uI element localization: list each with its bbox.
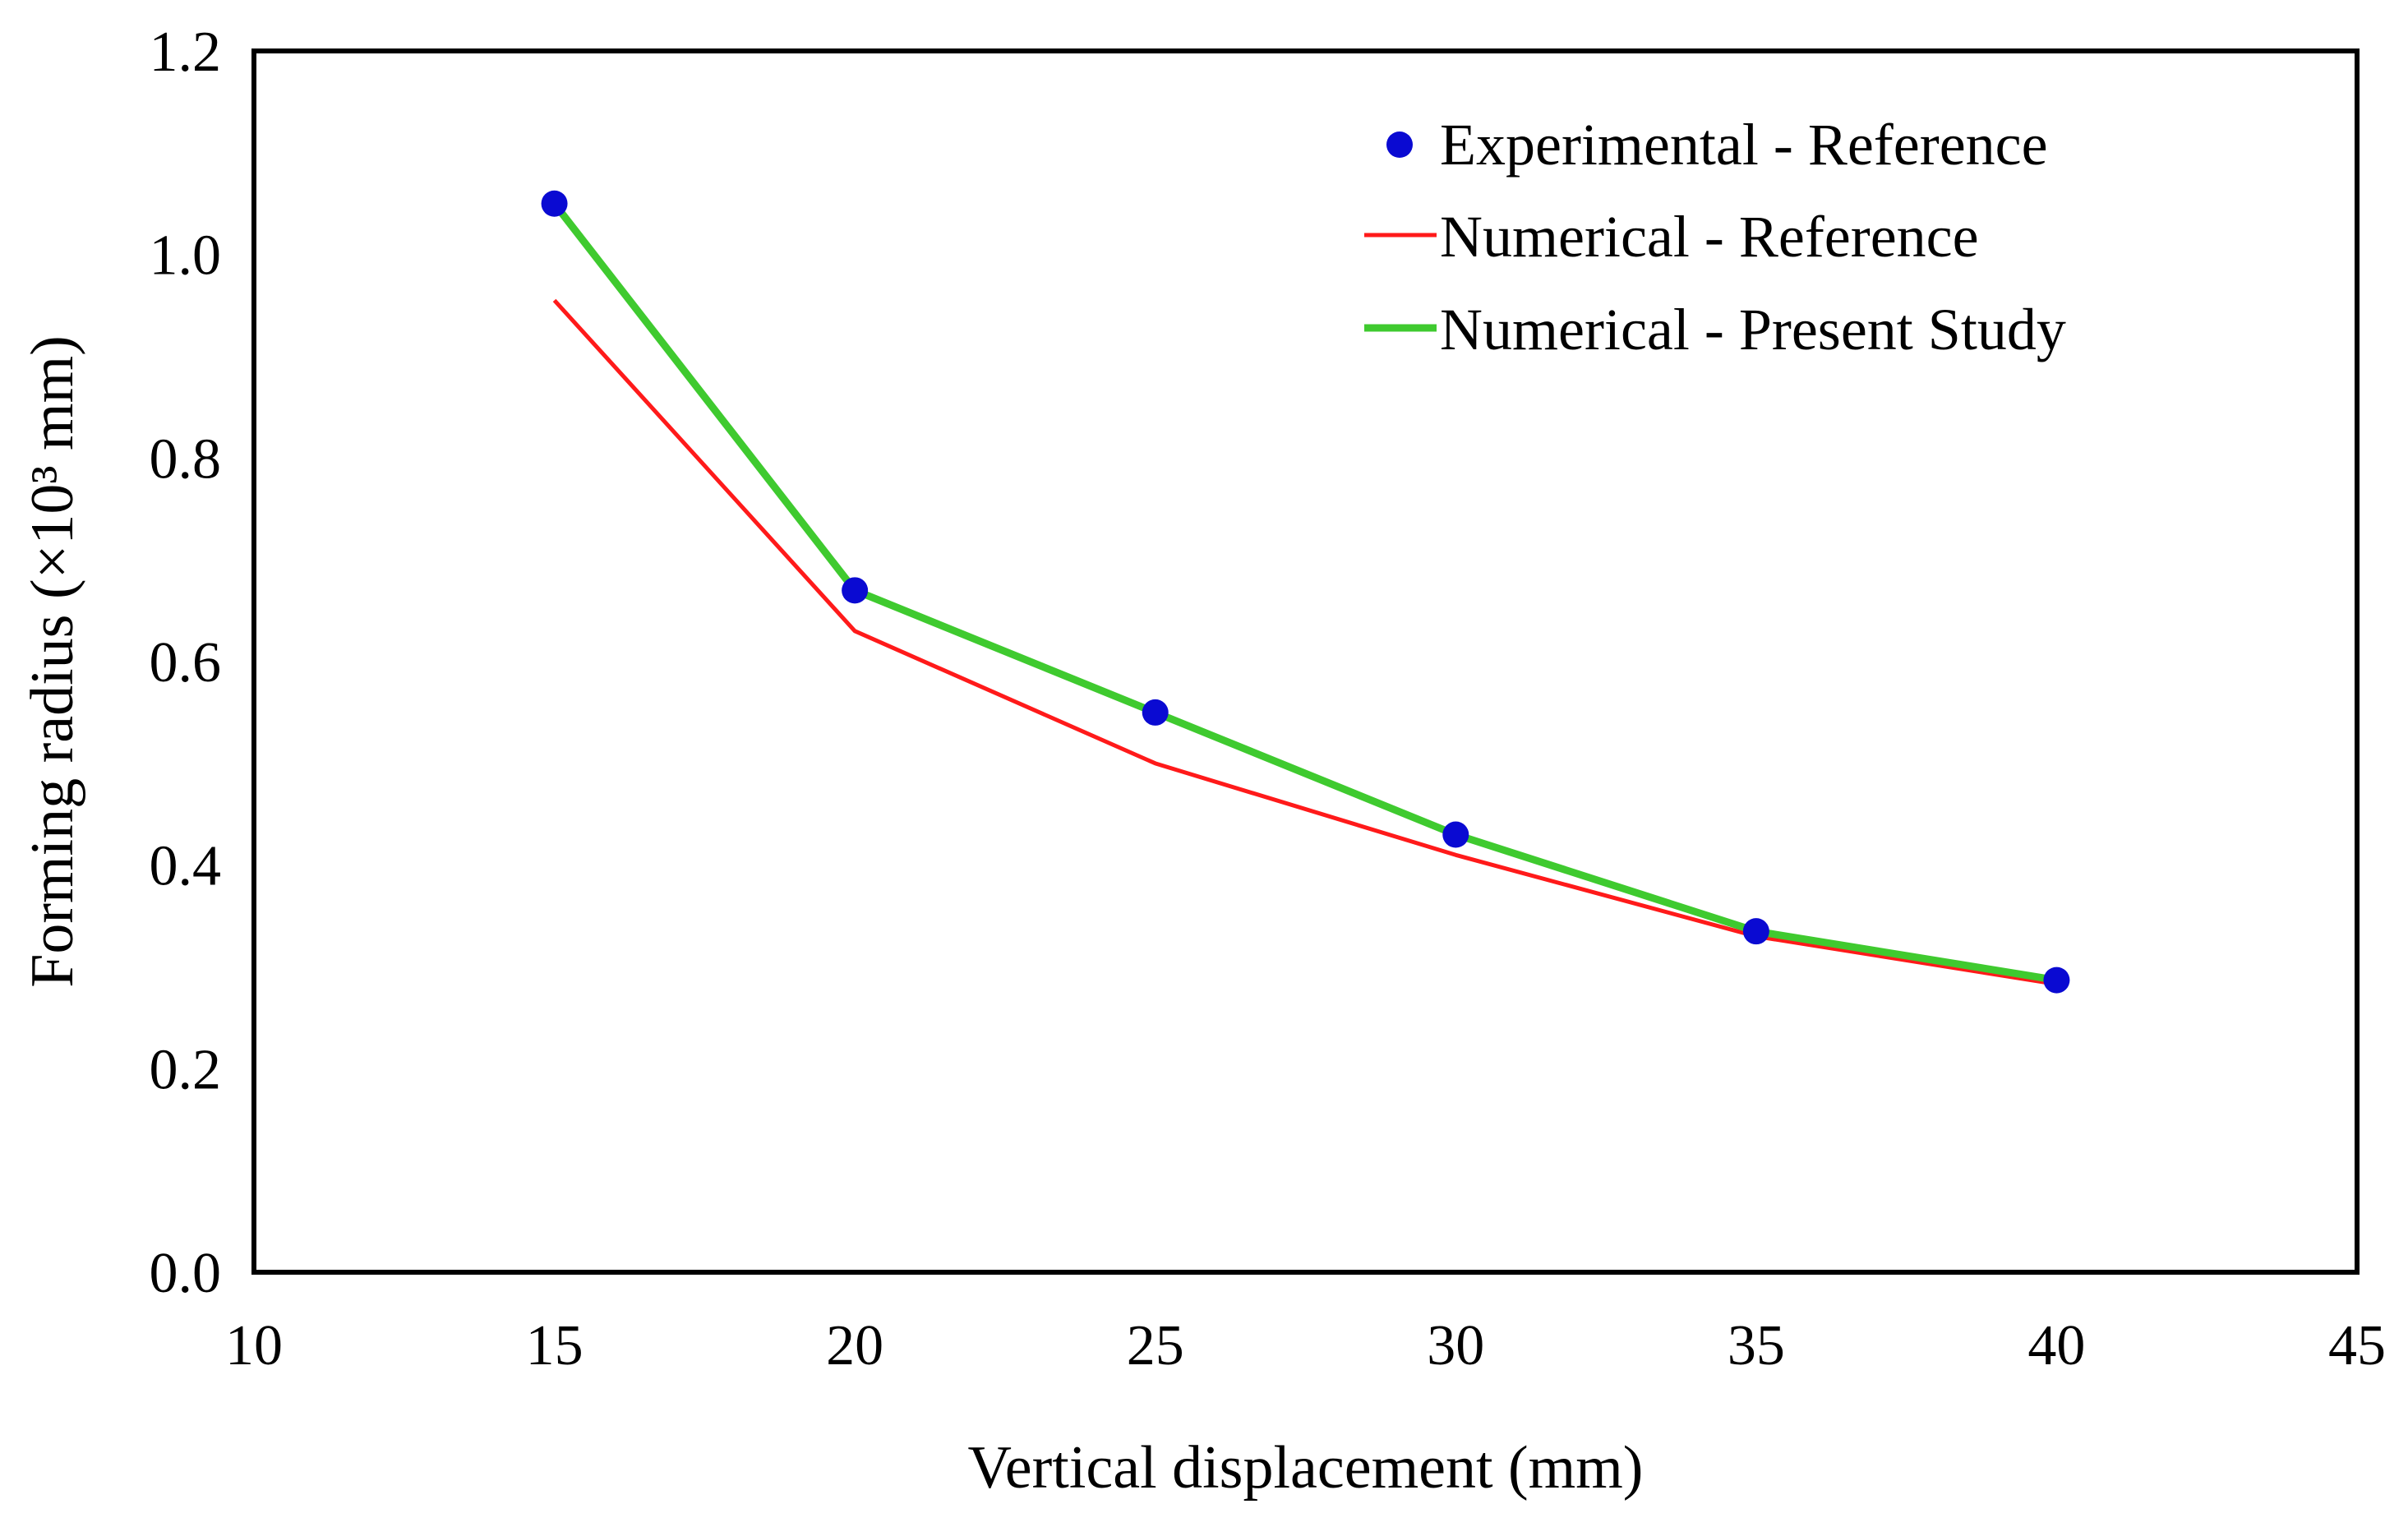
x-tick-label: 15 xyxy=(526,1314,584,1377)
y-tick-label: 0.8 xyxy=(150,427,222,491)
y-tick-label: 1.0 xyxy=(150,224,222,288)
x-axis-ticks: 10 15 20 25 30 35 40 45 xyxy=(225,1314,2386,1377)
legend-label: Experimental - Reference xyxy=(1440,112,2048,178)
x-tick-label: 10 xyxy=(225,1314,283,1377)
series-line xyxy=(551,201,2058,985)
data-point xyxy=(1142,699,1169,726)
legend-label: Numerical - Present Study xyxy=(1440,297,2066,362)
data-point xyxy=(842,577,869,604)
y-tick-label: 0.4 xyxy=(150,835,222,898)
x-tick-label: 25 xyxy=(1127,1314,1184,1377)
y-tick-label: 0.2 xyxy=(150,1038,222,1101)
data-point xyxy=(1742,918,1769,945)
series-experimental-reference xyxy=(541,190,2070,994)
legend-marker xyxy=(1386,131,1413,158)
legend-item: Numerical - Present Study xyxy=(1364,297,2066,362)
y-axis-title: Forming radius (×10³ mm) xyxy=(19,335,86,988)
legend: Experimental - Reference Numerical - Refe… xyxy=(1364,112,2066,362)
x-tick-label: 30 xyxy=(1427,1314,1484,1377)
y-tick-label: 0.6 xyxy=(150,631,222,694)
series-layer xyxy=(541,190,2070,994)
x-axis-title: Vertical displacement (mm) xyxy=(968,1434,1644,1502)
series-numerical-present-study xyxy=(551,201,2058,985)
series-line xyxy=(552,298,2057,987)
data-point xyxy=(541,190,568,217)
y-tick-label: 0.0 xyxy=(150,1242,222,1305)
series-numerical-reference xyxy=(552,298,2057,987)
legend-item: Experimental - Reference xyxy=(1386,112,2048,178)
y-axis-ticks: 0.0 0.2 0.4 0.6 0.8 1.0 1.2 xyxy=(150,21,222,1305)
x-tick-label: 20 xyxy=(826,1314,883,1377)
legend-item: Numerical - Reference xyxy=(1364,204,1979,270)
x-tick-label: 35 xyxy=(1728,1314,1785,1377)
y-tick-label: 1.2 xyxy=(150,21,222,84)
data-point xyxy=(2043,966,2070,994)
data-point xyxy=(1442,821,1469,848)
plot-area-frame xyxy=(251,48,2360,1275)
legend-label: Numerical - Reference xyxy=(1440,204,1979,270)
x-tick-label: 40 xyxy=(2027,1314,2085,1377)
x-tick-label: 45 xyxy=(2328,1314,2386,1377)
